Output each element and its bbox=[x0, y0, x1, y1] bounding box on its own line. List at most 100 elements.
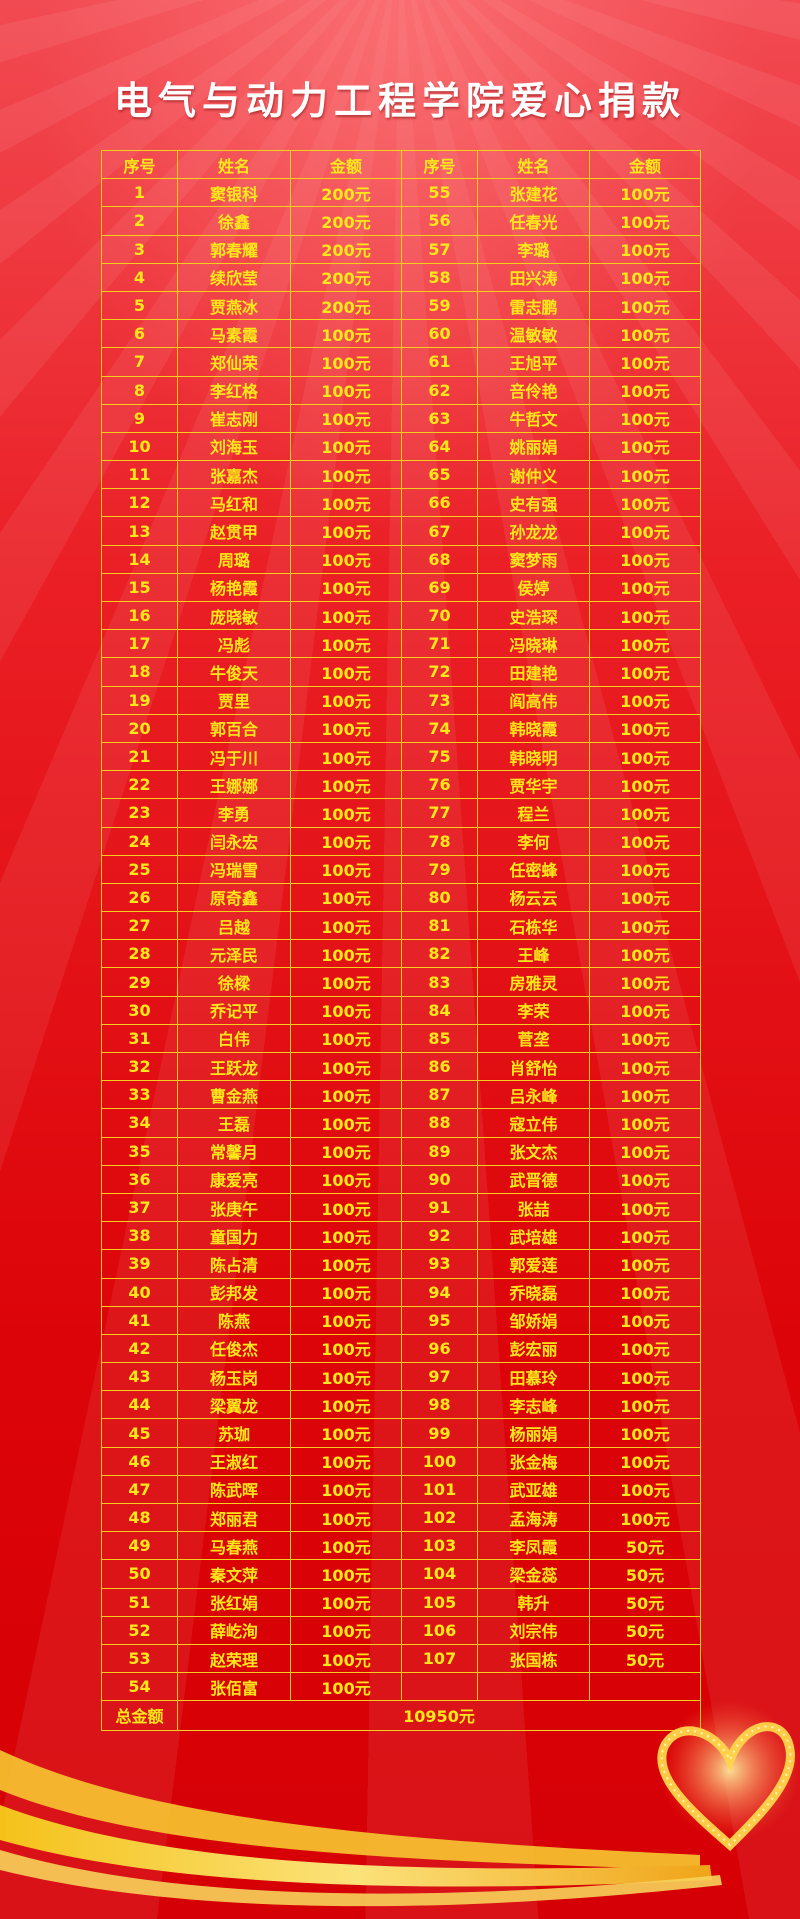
donor-number: 61 bbox=[402, 348, 478, 376]
header-number: 序号 bbox=[402, 151, 478, 179]
table-row: 8 李红格 100元 62 咅伶艳 100元 bbox=[102, 376, 700, 405]
donor-number: 76 bbox=[402, 771, 478, 799]
donor-amount: 100元 bbox=[620, 1396, 670, 1416]
donor-amount: 100元 bbox=[620, 776, 670, 796]
donor-number: 107 bbox=[402, 1644, 478, 1673]
donor-number: 82 bbox=[402, 940, 478, 968]
donor-amount: 100元 bbox=[291, 1475, 402, 1503]
donor-name: 史浩琛 bbox=[478, 602, 590, 630]
donor-name: 李红格 bbox=[178, 376, 291, 404]
donor-number: 106 bbox=[402, 1616, 478, 1644]
donor-amount: 100元 bbox=[620, 1368, 670, 1388]
donor-amount: 100元 bbox=[620, 1255, 670, 1275]
donor-name: 牛哲文 bbox=[478, 404, 590, 432]
donor-amount: 100元 bbox=[291, 1673, 402, 1701]
donor-number: 2 bbox=[102, 207, 178, 235]
heart-sparkle-icon bbox=[660, 1725, 792, 1847]
table-row: 16 庞晓敏 100元 70 史浩琛 100元 bbox=[102, 602, 700, 631]
donor-amount: 100元 bbox=[291, 912, 402, 940]
donor-name: 石栋华 bbox=[478, 912, 590, 940]
donor-name: 程兰 bbox=[478, 799, 590, 827]
header-amount: 金额 bbox=[291, 151, 402, 179]
donor-name: 杨玉岗 bbox=[178, 1363, 291, 1391]
donor-name: 张文杰 bbox=[478, 1137, 590, 1165]
donor-amount: 100元 bbox=[620, 1509, 670, 1529]
donor-number: 40 bbox=[102, 1278, 178, 1306]
donor-amount: 100元 bbox=[291, 1419, 402, 1447]
donor-number: 28 bbox=[102, 940, 178, 968]
header-name: 姓名 bbox=[478, 151, 590, 179]
donor-number: 72 bbox=[402, 658, 478, 686]
donor-name: 彭宏丽 bbox=[478, 1334, 590, 1363]
donor-amount: 100元 bbox=[291, 1644, 402, 1673]
donor-number: 1 bbox=[102, 179, 178, 207]
donor-number: 14 bbox=[102, 545, 178, 573]
donor-amount: 100元 bbox=[620, 861, 670, 881]
donor-number: 103 bbox=[402, 1532, 478, 1560]
ribbon-heart-decoration bbox=[0, 1700, 800, 1907]
donor-name: 任春光 bbox=[478, 207, 590, 235]
donor-number: 97 bbox=[402, 1363, 478, 1391]
donor-amount: 100元 bbox=[291, 742, 402, 771]
table-row: 40 彭邦发 100元 94 乔晓磊 100元 bbox=[102, 1278, 700, 1307]
donor-name: 乔记平 bbox=[178, 996, 291, 1024]
donor-name: 薛屹洵 bbox=[178, 1616, 291, 1644]
table-row: 48 郑丽君 100元 102 孟海涛 100元 bbox=[102, 1504, 700, 1533]
donor-amount: 50元 bbox=[625, 1565, 665, 1585]
donor-name: 元泽民 bbox=[178, 940, 291, 968]
donor-name: 田慕玲 bbox=[478, 1363, 590, 1391]
donor-number: 33 bbox=[102, 1081, 178, 1109]
table-row: 34 王磊 100元 88 寇立伟 100元 bbox=[102, 1109, 700, 1138]
donor-name: 徐樑 bbox=[178, 968, 291, 996]
donor-number: 48 bbox=[102, 1504, 178, 1532]
donor-amount: 100元 bbox=[291, 376, 402, 404]
donor-number: 37 bbox=[102, 1193, 178, 1222]
donor-name: 韩晓明 bbox=[478, 742, 590, 771]
donor-amount: 200元 bbox=[291, 263, 402, 291]
table-row: 32 王跃龙 100元 86 肖舒怡 100元 bbox=[102, 1053, 700, 1082]
donor-amount: 100元 bbox=[291, 1334, 402, 1363]
donor-amount: 100元 bbox=[291, 602, 402, 630]
table-row: 19 贾里 100元 73 阎高伟 100元 bbox=[102, 686, 700, 715]
donor-amount: 100元 bbox=[291, 461, 402, 489]
donor-name: 冯瑞雪 bbox=[178, 855, 291, 883]
donor-amount: 100元 bbox=[291, 1588, 402, 1616]
donor-name: 陈武晖 bbox=[178, 1475, 291, 1503]
donor-name: 王峰 bbox=[478, 940, 590, 968]
table-row: 13 赵贯甲 100元 67 孙龙龙 100元 bbox=[102, 517, 700, 546]
donor-number: 89 bbox=[402, 1137, 478, 1165]
donor-number: 81 bbox=[402, 912, 478, 940]
donor-amount: 100元 bbox=[291, 1222, 402, 1250]
header-number: 序号 bbox=[102, 151, 178, 179]
donor-number: 36 bbox=[102, 1165, 178, 1193]
donor-number: 75 bbox=[402, 742, 478, 771]
donor-name: 谢仲义 bbox=[478, 461, 590, 489]
donor-amount: 200元 bbox=[291, 179, 402, 207]
donor-amount: 100元 bbox=[291, 517, 402, 545]
header-amount: 金额 bbox=[628, 156, 661, 176]
donor-name: 李何 bbox=[478, 827, 590, 855]
donor-amount: 100元 bbox=[620, 1058, 670, 1078]
table-row: 39 陈占清 100元 93 郭爱莲 100元 bbox=[102, 1250, 700, 1279]
donor-name: 贾里 bbox=[178, 686, 291, 714]
donor-number: 57 bbox=[402, 235, 478, 263]
table-row: 2 徐鑫 200元 56 任春光 100元 bbox=[102, 207, 700, 236]
donor-amount: 100元 bbox=[291, 1504, 402, 1532]
donor-name: 童国力 bbox=[178, 1222, 291, 1250]
donor-number: 96 bbox=[402, 1334, 478, 1363]
donor-amount: 100元 bbox=[620, 1086, 670, 1106]
donor-name: 李志峰 bbox=[478, 1391, 590, 1419]
donor-name: 武培雄 bbox=[478, 1222, 590, 1250]
donor-number: 65 bbox=[402, 461, 478, 489]
donor-amount: 100元 bbox=[291, 883, 402, 912]
donor-amount: 100元 bbox=[620, 523, 670, 543]
donor-amount: 100元 bbox=[291, 827, 402, 855]
donor-name: 郑丽君 bbox=[178, 1504, 291, 1532]
donor-amount: 100元 bbox=[291, 968, 402, 996]
table-row: 30 乔记平 100元 84 李荣 100元 bbox=[102, 996, 700, 1025]
donor-number: 102 bbox=[402, 1504, 478, 1532]
donor-amount: 100元 bbox=[291, 940, 402, 968]
donor-name: 马春燕 bbox=[178, 1532, 291, 1560]
donor-name: 刘宗伟 bbox=[478, 1616, 590, 1644]
donor-name: 寇立伟 bbox=[478, 1109, 590, 1137]
